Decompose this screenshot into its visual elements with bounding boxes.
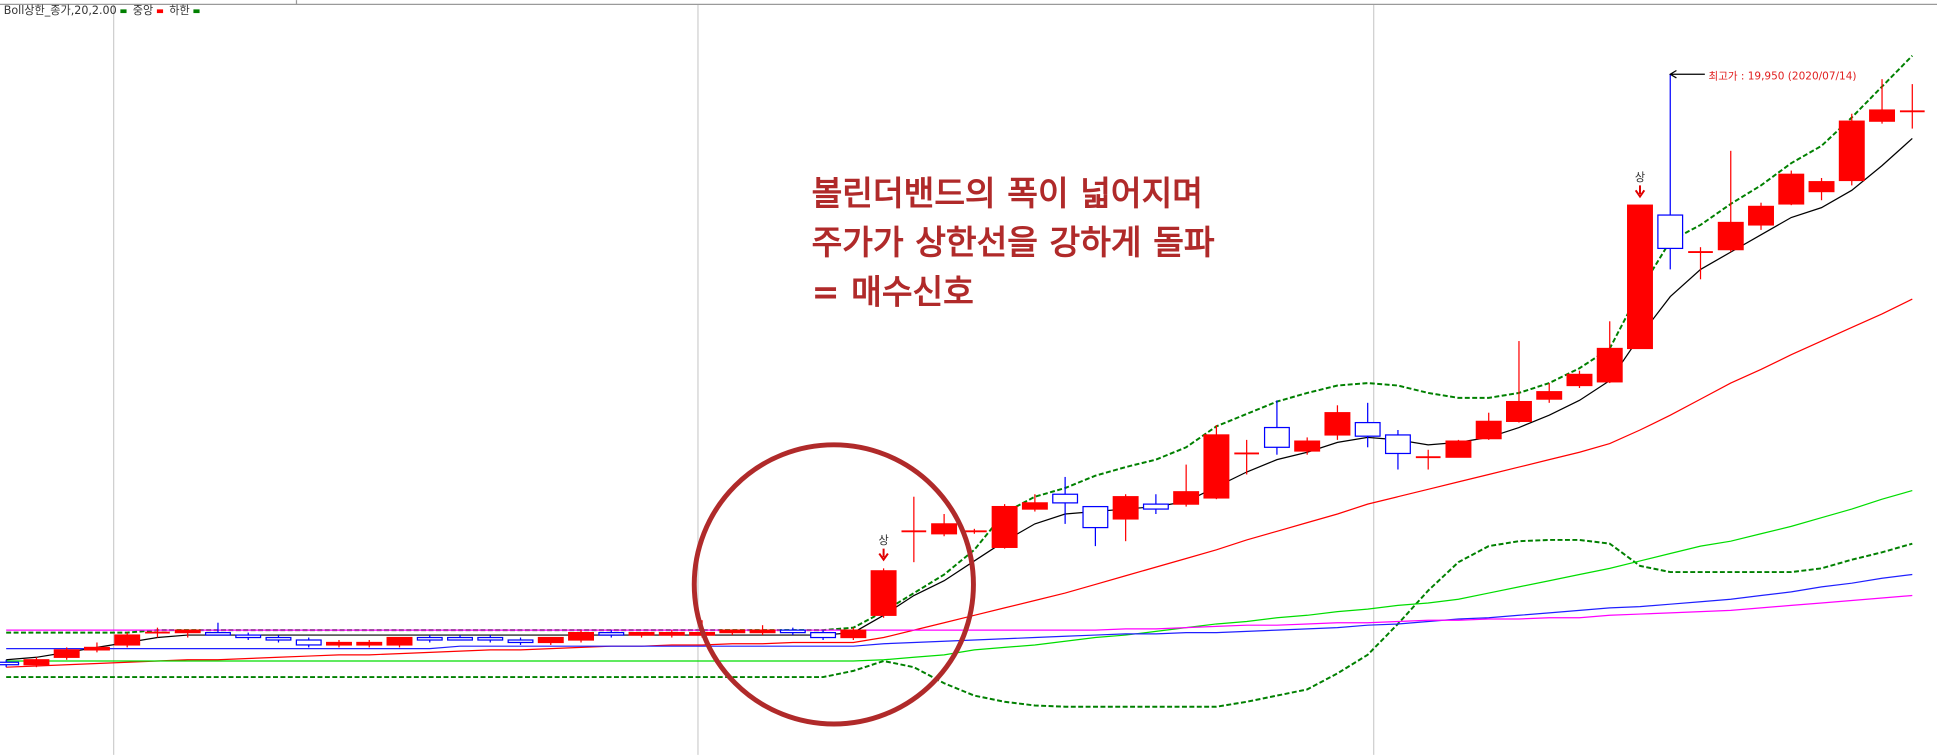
candle-body	[658, 631, 685, 636]
candle-body	[840, 629, 867, 639]
candle-body	[568, 631, 595, 641]
candle-body	[1384, 434, 1411, 455]
signal-label: 상	[1635, 171, 1645, 184]
annotation-line: 주가가 상한선을 강하게 돌파	[812, 223, 1215, 262]
candle-body	[174, 629, 201, 634]
ma-line	[6, 489, 1913, 662]
candle-body	[23, 659, 50, 666]
candle-body	[1717, 221, 1744, 251]
legend-swatch	[156, 9, 164, 14]
legend-swatch	[120, 9, 127, 14]
max-pointer	[1669, 69, 1705, 79]
candle-body	[204, 631, 231, 636]
candle-body	[1082, 505, 1109, 529]
candle-body	[1869, 109, 1896, 122]
candle-body	[356, 641, 383, 646]
candle-body	[295, 639, 322, 646]
indicator-lines	[6, 55, 1913, 708]
candle-body	[1536, 391, 1563, 400]
candle-body	[810, 631, 837, 639]
candle-body	[447, 636, 473, 641]
candle-body	[1566, 373, 1593, 387]
candle-body	[991, 505, 1018, 548]
candle-body	[1627, 204, 1653, 350]
legend-label: 중앙	[133, 4, 153, 17]
candle-body	[598, 631, 625, 636]
candle-body	[870, 570, 897, 616]
candle-body	[1142, 503, 1169, 510]
signal-arrow	[1634, 185, 1646, 199]
candle-body	[1657, 214, 1684, 250]
candle-body	[1112, 496, 1139, 520]
candle-body	[0, 661, 20, 666]
candle-body	[83, 646, 110, 651]
band-line	[6, 538, 1913, 708]
legend-label: 하한	[169, 3, 189, 17]
legend: Boll상한_종가,20,2.00 중앙 하한	[4, 3, 200, 17]
ma-line	[6, 138, 1913, 661]
signal-label: 상	[878, 534, 888, 547]
candle-body	[1021, 502, 1048, 510]
annotation-line: 볼린더밴드의 폭이 넓어지며	[812, 174, 1203, 213]
candle-body	[1354, 421, 1381, 437]
candle-body	[749, 629, 776, 634]
candle-body	[1778, 173, 1805, 205]
candle-body	[507, 639, 534, 644]
annotation-line: = 매수신호	[812, 273, 974, 312]
candle-body	[386, 636, 413, 646]
legend-swatch	[193, 9, 200, 14]
max-label: 최고가 : 19,950 (2020/07/14)	[1709, 71, 1857, 83]
highlight-circle	[691, 442, 976, 727]
candle-body	[477, 636, 504, 641]
candle-body	[265, 636, 292, 641]
candle-body	[628, 631, 655, 636]
candle-body	[1748, 205, 1774, 226]
candle-body	[537, 636, 564, 644]
candle-body	[1324, 412, 1351, 436]
candle-body	[1263, 426, 1290, 448]
candle-body	[1203, 434, 1230, 499]
candle-body	[779, 629, 806, 634]
candle-body	[1294, 440, 1321, 452]
candle-body	[1505, 400, 1532, 422]
candles	[0, 74, 1925, 668]
candle-body	[326, 641, 352, 646]
candle-body	[114, 634, 141, 646]
candle-body	[53, 649, 80, 658]
candle-body	[1173, 491, 1200, 505]
candle-body	[1445, 440, 1472, 458]
candle-body	[1596, 347, 1623, 383]
ma-line	[6, 298, 1913, 668]
candle-body	[1808, 181, 1835, 193]
candle-body	[931, 523, 958, 535]
legend-label: Boll상한_종가,20,2.00	[4, 4, 117, 17]
candle-body	[1838, 120, 1865, 182]
candle-body	[1475, 420, 1502, 440]
candle-body	[719, 629, 746, 634]
candle-body	[416, 636, 443, 641]
candle-body	[1052, 493, 1079, 504]
ma-line	[6, 594, 1913, 631]
band-line	[6, 55, 1913, 634]
signal-arrow	[878, 548, 889, 562]
candle-body	[235, 634, 262, 639]
